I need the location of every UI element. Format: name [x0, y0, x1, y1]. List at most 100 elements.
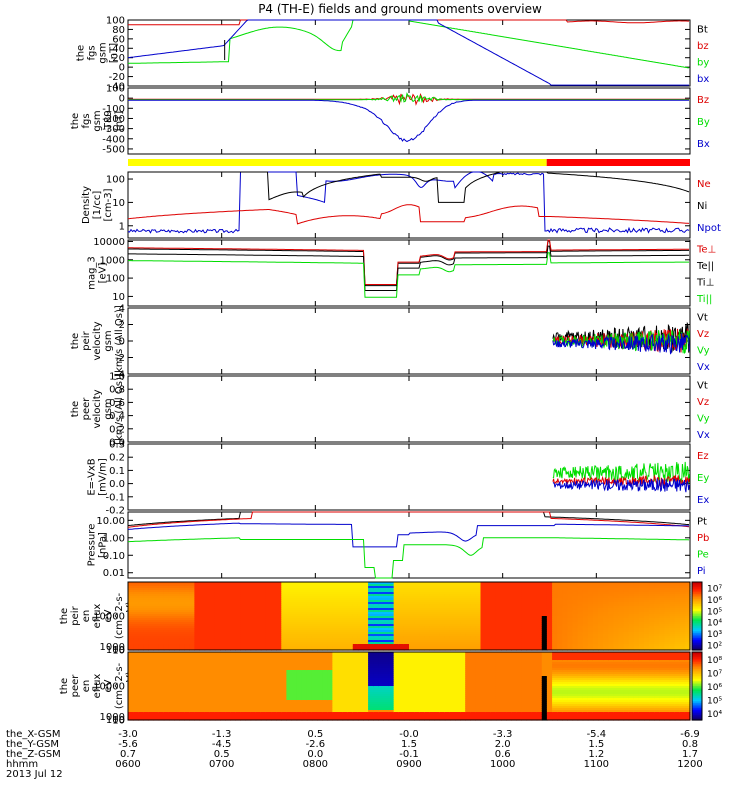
spectrogram-cell	[352, 600, 359, 603]
spectrogram-cell	[184, 582, 190, 585]
spectrogram-cell	[444, 630, 451, 633]
spectrogram-cell	[577, 604, 584, 607]
spectrogram-cell	[209, 614, 216, 617]
spectrogram-cell	[460, 590, 466, 593]
spectrogram-cell	[265, 594, 272, 597]
spectrogram-cell	[363, 604, 369, 607]
spectrogram-cell	[465, 594, 471, 597]
spectrogram-cell	[184, 628, 190, 631]
spectrogram-cell	[194, 636, 201, 639]
spectrogram-cell	[240, 682, 247, 685]
spectrogram-cell	[654, 618, 660, 621]
spectrogram-cell	[322, 628, 328, 631]
spectrogram-cell	[204, 644, 211, 647]
spectrogram-cell	[230, 662, 236, 665]
spectrogram-cell	[235, 648, 241, 651]
spectrogram-cell	[179, 672, 185, 675]
spectrogram-cell	[347, 646, 354, 649]
spectrogram-cell	[286, 646, 293, 649]
spectrogram-cell	[235, 712, 241, 715]
spectrogram-cell	[552, 630, 558, 633]
spectrogram-cell	[286, 586, 293, 589]
spectrogram-cell	[128, 656, 134, 659]
spectrogram-cell	[557, 618, 563, 621]
spectrogram-cell	[189, 630, 195, 633]
spectrogram-cell	[235, 642, 241, 645]
spectrogram-cell	[240, 680, 247, 683]
spectrogram-cell	[174, 624, 180, 627]
spectrogram-cell	[235, 716, 241, 719]
spectrogram-cell	[368, 586, 374, 589]
spectrogram-cell	[592, 644, 599, 647]
spectrogram-cell	[480, 620, 487, 623]
spectrogram-cell	[163, 586, 170, 589]
spectrogram-cell	[230, 698, 236, 701]
spectrogram-cell	[214, 608, 221, 611]
spectrogram-cell	[460, 640, 466, 643]
spectrogram-cell	[480, 604, 487, 607]
spectrogram-cell	[414, 602, 420, 605]
spectrogram-cell	[664, 612, 671, 615]
spectrogram-cell	[291, 626, 298, 629]
spectrogram-cell	[618, 622, 625, 625]
spectrogram-cell	[286, 624, 293, 627]
spectrogram-cell	[664, 648, 671, 651]
spectrogram-cell	[153, 610, 160, 613]
spectrogram-cell	[209, 714, 216, 717]
spectrogram-cell	[623, 648, 630, 651]
spectrogram-cell	[363, 590, 369, 593]
spectrogram-cell	[271, 646, 277, 649]
spectrogram-cell	[209, 688, 216, 691]
spectrogram-cell	[598, 640, 604, 643]
spectrogram-cell	[296, 594, 303, 597]
spectrogram-cell	[480, 594, 487, 597]
spectrogram-cell	[475, 640, 482, 643]
spectrogram-cell	[506, 628, 512, 631]
spectrogram-cell	[245, 636, 252, 639]
spectrogram-cell	[189, 662, 195, 665]
spectrogram-cell	[281, 618, 287, 621]
spectrogram-cell	[495, 596, 502, 599]
spectrogram-cell	[245, 588, 252, 591]
spectrogram-cell	[557, 646, 563, 649]
spectrogram-cell	[383, 628, 390, 631]
spectrogram-cell	[608, 648, 614, 651]
spectrogram-cell	[398, 602, 405, 605]
spectrogram-cell	[521, 646, 528, 649]
spectrogram-cell	[516, 634, 522, 637]
spectrogram-cell	[393, 606, 400, 609]
spectrogram-cell	[501, 590, 507, 593]
spectrogram-cell	[490, 644, 497, 647]
spectrogram-cell	[189, 620, 195, 623]
spectrogram-cell	[449, 588, 456, 591]
spectrogram-cell	[143, 672, 149, 675]
spectrogram-cell	[199, 636, 206, 639]
spectrogram-cell	[572, 626, 579, 629]
spectrogram-cell	[465, 588, 471, 591]
spectrogram-cell	[220, 686, 226, 689]
spectrogram-cell	[138, 632, 144, 635]
spectrogram-cell	[204, 620, 211, 623]
spectrogram-cell	[633, 612, 640, 615]
spectrogram-cell	[265, 644, 272, 647]
spectrogram-cell	[168, 624, 175, 627]
spectrogram-cell	[592, 608, 599, 611]
spectrogram-cell	[526, 610, 533, 613]
spectrogram-cell	[168, 658, 175, 661]
spectrogram-cell	[184, 624, 190, 627]
spectrogram-cell	[608, 582, 614, 585]
spectrogram-cell	[158, 648, 165, 651]
spectrogram-cell	[296, 608, 303, 611]
spectrogram-cell	[148, 646, 155, 649]
spectrogram-cell	[174, 586, 180, 589]
spectrogram-cell	[567, 636, 574, 639]
spectrogram-cell	[204, 712, 211, 715]
spectrogram-cell	[511, 618, 517, 621]
spectrogram-cell	[128, 606, 134, 609]
spectrogram-cell	[638, 648, 645, 651]
spectrogram-cell	[393, 642, 400, 645]
spectrogram-cell	[414, 616, 420, 619]
spectrogram-cell	[281, 624, 287, 627]
spectrogram-cell	[133, 622, 139, 625]
spectrogram-cell	[582, 638, 589, 641]
